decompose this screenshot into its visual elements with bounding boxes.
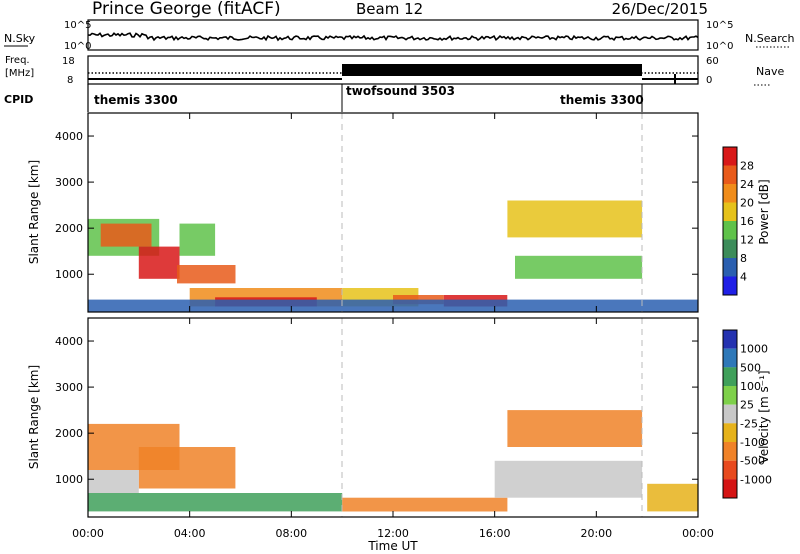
velocity-ylabel: Slant Range [km] (27, 365, 41, 469)
power-colorbar-tick-1: 8 (740, 252, 747, 265)
power-region-10 (507, 200, 643, 238)
velocity-colorbar-tick-0: 1000 (740, 343, 768, 356)
noise-right-tick-low: 10^0 (706, 41, 733, 52)
velocity-colorbar-tick-5: -100 (740, 436, 765, 449)
xtick-label-3: 12:00 (377, 527, 409, 540)
vel-ytick-label-0: 1000 (55, 473, 83, 486)
cpid-panel: CPID themis 3300 twofsound 3503 themis 3… (4, 84, 644, 112)
power-ytick-label-0: 1000 (55, 268, 83, 281)
xtick-label-5: 20:00 (580, 527, 612, 540)
velocity-colorbar-swatch-6 (723, 442, 737, 461)
station-title: Prince George (fitACF) (92, 0, 281, 19)
xtick-label-4: 16:00 (479, 527, 511, 540)
freq-label-1: Freq. (5, 55, 30, 66)
velocity-colorbar-tick-2: 100 (740, 380, 761, 393)
freq-label-2: [MHz] (5, 68, 34, 79)
freq-panel: Freq. [MHz] 18 8 60 0 Nave (5, 55, 784, 86)
power-region-2 (138, 246, 180, 279)
power-colorbar-tick-0: 4 (740, 271, 747, 284)
velocity-colorbar-label: Velocity [m s⁻¹] (757, 370, 771, 463)
vel-region-2 (88, 470, 139, 493)
power-colorbar-swatch-4 (723, 202, 737, 221)
nave-label: Nave (756, 65, 784, 78)
noise-right-tick-high: 10^5 (706, 20, 733, 31)
noise-left-tick-high: 10^5 (64, 20, 91, 31)
vel-region-7 (647, 483, 698, 512)
cpid-program-3: themis 3300 (560, 93, 644, 107)
vel-region-6 (494, 460, 643, 498)
power-colorbar-tick-6: 28 (740, 160, 754, 173)
power-region-12 (88, 299, 698, 312)
nave-tick-low: 0 (706, 75, 712, 86)
velocity-colorbar-swatch-5 (723, 423, 737, 442)
cpid-label: CPID (4, 93, 33, 106)
xtick-label-1: 04:00 (174, 527, 206, 540)
power-ylabel: Slant Range [km] (27, 160, 41, 264)
power-colorbar-swatch-6 (723, 165, 737, 184)
velocity-colorbar-swatch-7 (723, 460, 737, 480)
power-colorbar-tick-2: 12 (740, 234, 754, 247)
velocity-colorbar-tick-1: 500 (740, 361, 761, 374)
cpid-program-1: themis 3300 (94, 93, 178, 107)
velocity-colorbar-swatch-2 (723, 367, 737, 386)
power-region-1 (100, 223, 152, 247)
vel-ytick-label-3: 4000 (55, 335, 83, 348)
noise-panel: N.Sky 10^5 10^0 10^5 10^0 N.Search (4, 19, 795, 52)
power-colorbar-tick-4: 20 (740, 197, 754, 210)
vel-ytick-label-2: 3000 (55, 381, 83, 394)
noise-sky-line (87, 32, 699, 42)
power-colorbar-swatch-0 (723, 276, 737, 295)
velocity-colorbar-swatch-3 (723, 386, 737, 405)
velocity-colorbar-tick-6: -500 (740, 455, 765, 468)
velocity-colorbar-swatch-0 (723, 330, 737, 349)
power-colorbar-swatch-2 (723, 239, 737, 258)
nave-tick-high: 60 (706, 56, 719, 67)
power-colorbar-tick-3: 16 (740, 215, 754, 228)
noise-left-tick-low: 10^0 (64, 41, 91, 52)
n-sky-label: N.Sky (4, 32, 36, 45)
power-colorbar-swatch-1 (723, 258, 737, 277)
xlabel: Time UT (367, 539, 418, 553)
power-ytick-label-2: 3000 (55, 176, 83, 189)
vel-region-5 (507, 410, 643, 447)
date-title: 26/Dec/2015 (612, 0, 708, 18)
power-colorbar-swatch-5 (723, 184, 737, 203)
xtick-label-0: 00:00 (72, 527, 104, 540)
power-region-3 (177, 265, 236, 284)
power-ytick-label-3: 4000 (55, 130, 83, 143)
velocity-colorbar: 1000 500 100 25 -25 -100 -500 -1000 (722, 329, 772, 499)
velocity-colorbar-swatch-4 (723, 404, 737, 424)
velocity-colorbar-swatch-1 (723, 348, 737, 368)
velocity-colorbar-tick-7: -1000 (740, 473, 772, 486)
freq-tick-high: 18 (62, 56, 75, 67)
power-colorbar-tick-5: 24 (740, 178, 754, 191)
freq-tick-low: 8 (67, 75, 73, 86)
n-search-label: N.Search (745, 32, 795, 45)
freq-block-twofsound (342, 64, 642, 76)
cpid-program-2: twofsound 3503 (346, 84, 455, 98)
vel-region-1 (138, 447, 236, 489)
xtick-label-6: 00:00 (682, 527, 714, 540)
power-ytick-label-1: 2000 (55, 222, 83, 235)
power-colorbar-label: Power [dB] (757, 179, 771, 244)
velocity-panel: 1000 2000 3000 4000 Slant Range [km] (27, 317, 699, 518)
vel-ytick-label-1: 2000 (55, 427, 83, 440)
power-colorbar-swatch-3 (723, 221, 737, 240)
power-panel: 1000 2000 3000 4000 Slant Range [km] (27, 112, 699, 313)
time-axis: 00:00 04:00 08:00 12:00 16:00 20:00 00:00 (72, 113, 714, 540)
velocity-colorbar-tick-4: -25 (740, 417, 758, 430)
power-region-4 (179, 223, 216, 256)
vel-region-3 (88, 493, 343, 512)
beam-title: Beam 12 (356, 0, 423, 18)
power-region-11 (515, 255, 643, 279)
power-colorbar: 4 8 12 16 20 24 28 (722, 146, 754, 296)
vel-region-4 (342, 497, 508, 512)
xtick-label-2: 08:00 (275, 527, 307, 540)
velocity-heatmap (88, 410, 698, 512)
power-colorbar-swatch-7 (723, 147, 737, 166)
power-heatmap (88, 200, 698, 312)
velocity-colorbar-tick-3: 25 (740, 399, 754, 412)
velocity-colorbar-swatch-8 (723, 479, 737, 498)
